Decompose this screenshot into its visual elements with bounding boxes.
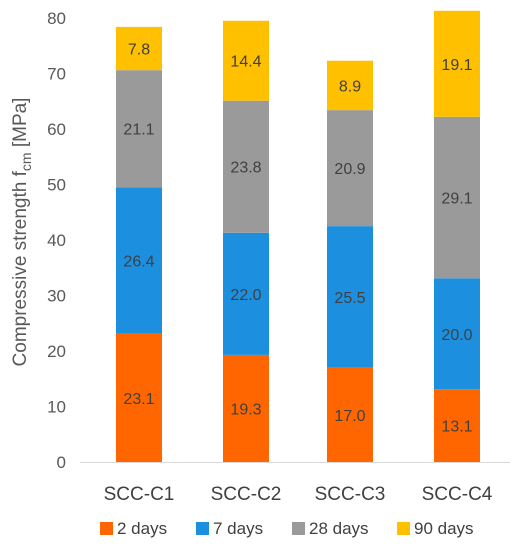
legend-swatch [100,522,113,535]
data-label: 25.5 [334,290,365,307]
x-tick-label: SCC-C3 [315,484,386,505]
data-label: 26.4 [123,254,154,271]
bar-segment [223,20,269,101]
bars: 23.1 26.4 21.1 7.8 19.3 22.0 23.8 14.4 17.0 25.5 2… [80,10,510,463]
y-axis-ticks: 0 10 20 30 40 50 60 70 80 [47,9,66,472]
data-label: 20.9 [334,161,365,178]
bar-segment [223,232,269,355]
y-tick-label: 70 [47,65,66,84]
category-labels: SCC-C1 SCC-C2 SCC-C3 SCC-C4 [104,484,493,505]
legend-swatch [397,522,410,535]
data-label: 19.3 [230,401,261,418]
legend-label: 2 days [117,519,167,538]
y-tick-label: 0 [57,453,66,472]
data-label: 8.9 [339,78,361,95]
x-tick-label: SCC-C4 [422,484,493,505]
legend-swatch [196,522,209,535]
bar-segment [434,389,480,462]
legend-label: 90 days [414,519,474,538]
bar-segment [434,278,480,390]
y-tick-label: 80 [47,9,66,28]
y-tick-label: 40 [47,231,66,250]
bar-segment [223,100,269,233]
bar-segment [116,333,162,462]
data-label: 13.1 [441,419,472,436]
data-label: 29.1 [441,191,472,208]
legend-swatch [292,522,305,535]
bar-segment [327,226,373,368]
data-label: 17.0 [334,408,365,425]
data-label: 23.1 [123,391,154,408]
bar-segment [116,187,162,334]
bar-segment [327,367,373,462]
data-label: 19.1 [441,57,472,74]
y-tick-label: 60 [47,120,66,139]
legend-label: 7 days [213,519,263,538]
x-tick-label: SCC-C1 [104,484,175,505]
bar-segment [116,70,162,188]
bar-segment [327,110,373,227]
y-tick-label: 10 [47,398,66,417]
data-label: 20.0 [441,327,472,344]
y-tick-label: 50 [47,176,66,195]
data-label: 22.0 [230,287,261,304]
bar-segment [223,354,269,462]
data-label: 14.4 [230,54,261,71]
y-axis-label-unit: [MPa] [10,98,31,153]
legend: 2 days 7 days 28 days 90 days [100,519,474,538]
x-tick-label: SCC-C2 [211,484,282,505]
bar-segment [434,10,480,117]
bar-segment [434,116,480,279]
data-label: 23.8 [230,160,261,177]
bar-segment [327,60,373,111]
data-label: 7.8 [128,42,150,59]
legend-label: 28 days [309,519,369,538]
y-axis-label-main: Compressive strength f [10,170,31,366]
y-axis-label-sub: cm [18,152,34,171]
data-label: 21.1 [123,122,154,139]
bar-segment [116,26,162,71]
y-axis-label: Compressive strength fcm [MPa] [10,98,34,367]
y-tick-label: 20 [47,342,66,361]
y-tick-label: 30 [47,287,66,306]
